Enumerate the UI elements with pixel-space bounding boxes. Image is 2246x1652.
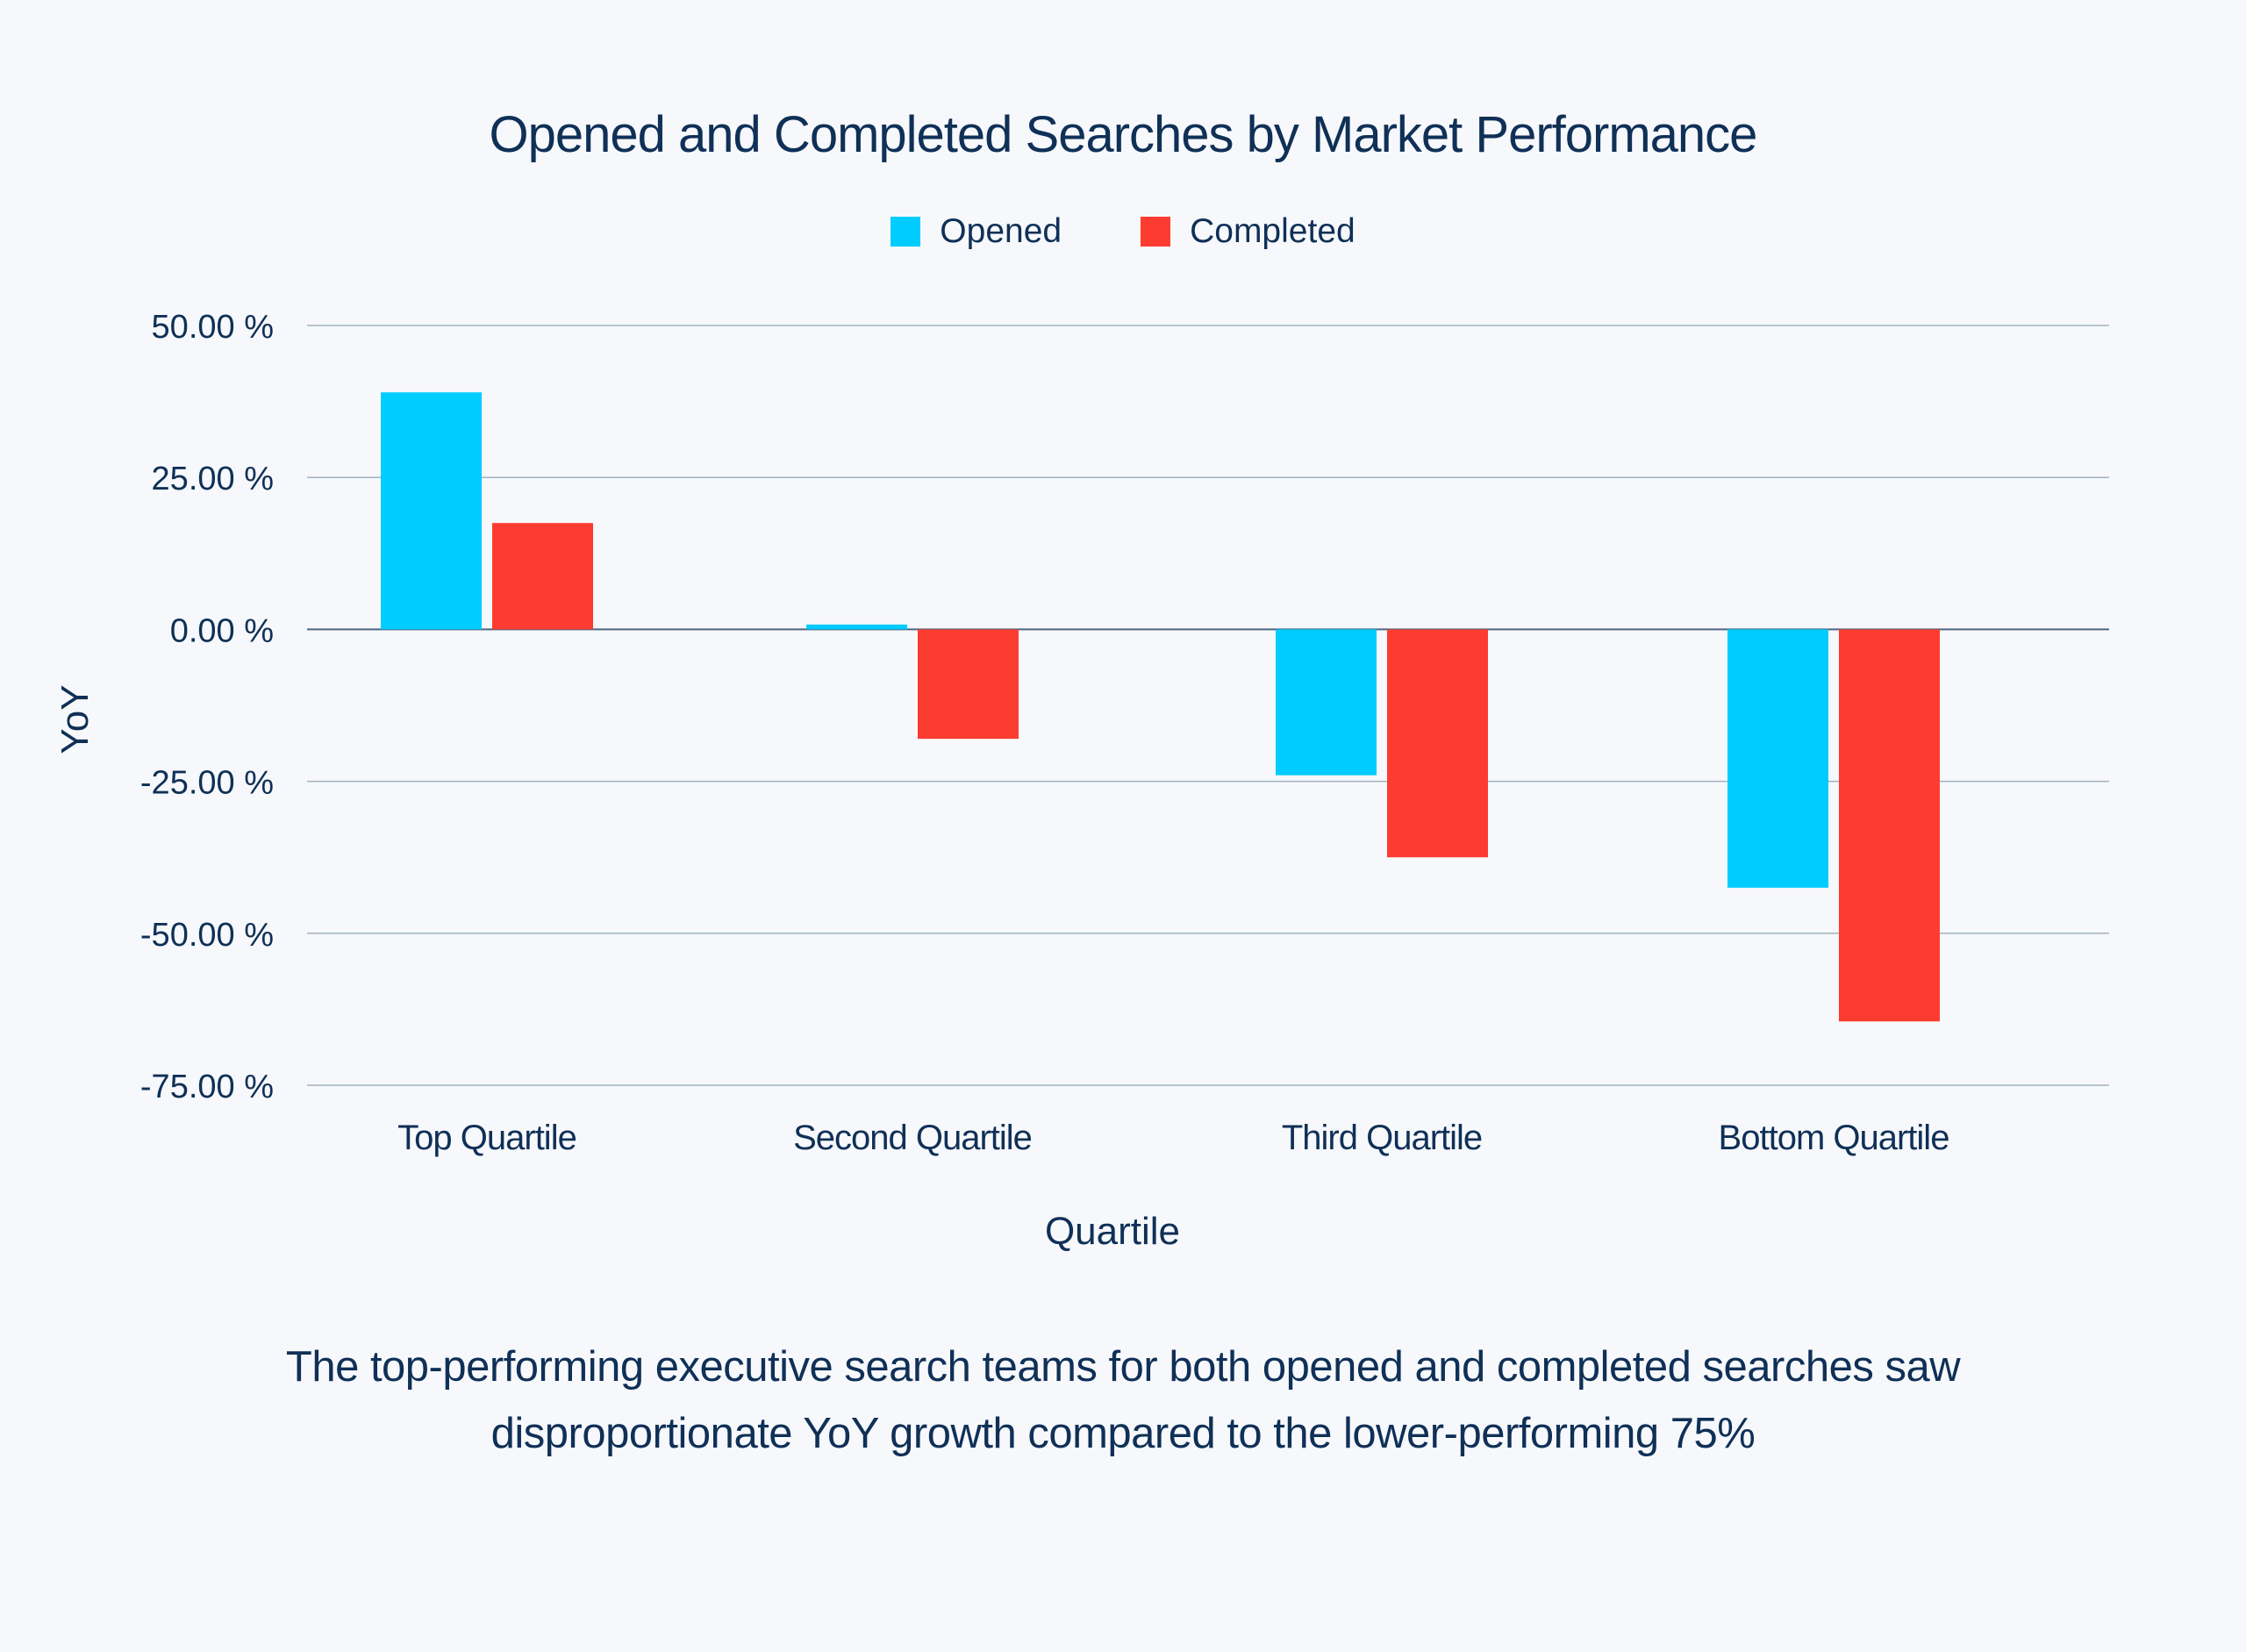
bar-completed	[918, 629, 1019, 740]
legend-item-opened[interactable]: Opened	[891, 212, 1062, 251]
y-tick-label: -50.00 %	[140, 917, 274, 954]
bar-opened	[1276, 629, 1377, 776]
x-tick-label: Bottom Quartile	[1719, 1119, 1949, 1157]
bar-completed	[1387, 629, 1488, 858]
bar-opened	[806, 624, 907, 630]
y-axis-title: YoY	[54, 684, 97, 754]
chart-caption: The top-performing executive search team…	[246, 1334, 2000, 1467]
bar-opened	[381, 392, 482, 630]
legend: Opened Completed	[0, 212, 2246, 251]
legend-swatch-opened	[891, 217, 921, 247]
x-tick-label: Third Quartile	[1282, 1119, 1482, 1157]
x-axis-title: Quartile	[1045, 1210, 1180, 1253]
y-tick-label: 0.00 %	[170, 612, 274, 649]
x-tick-label: Second Quartile	[793, 1119, 1032, 1157]
bar-opened	[1727, 629, 1828, 888]
legend-swatch-completed	[1141, 217, 1171, 247]
bar-completed	[1839, 629, 1940, 1022]
legend-item-completed[interactable]: Completed	[1141, 212, 1355, 251]
legend-label-completed: Completed	[1190, 212, 1355, 250]
chart-title: Opened and Completed Searches by Market …	[489, 106, 1758, 163]
legend-label-opened: Opened	[940, 212, 1062, 250]
bar-completed	[492, 523, 593, 630]
caption-line-1: The top-performing executive search team…	[285, 1343, 1961, 1391]
y-tick-label: 50.00 %	[152, 309, 274, 346]
y-tick-label: 25.00 %	[152, 461, 274, 497]
caption-line-2: disproportionate YoY growth compared to …	[490, 1410, 1756, 1457]
x-tick-label: Top Quartile	[397, 1119, 576, 1157]
y-tick-label: -75.00 %	[140, 1069, 274, 1105]
y-tick-label: -25.00 %	[140, 765, 274, 802]
